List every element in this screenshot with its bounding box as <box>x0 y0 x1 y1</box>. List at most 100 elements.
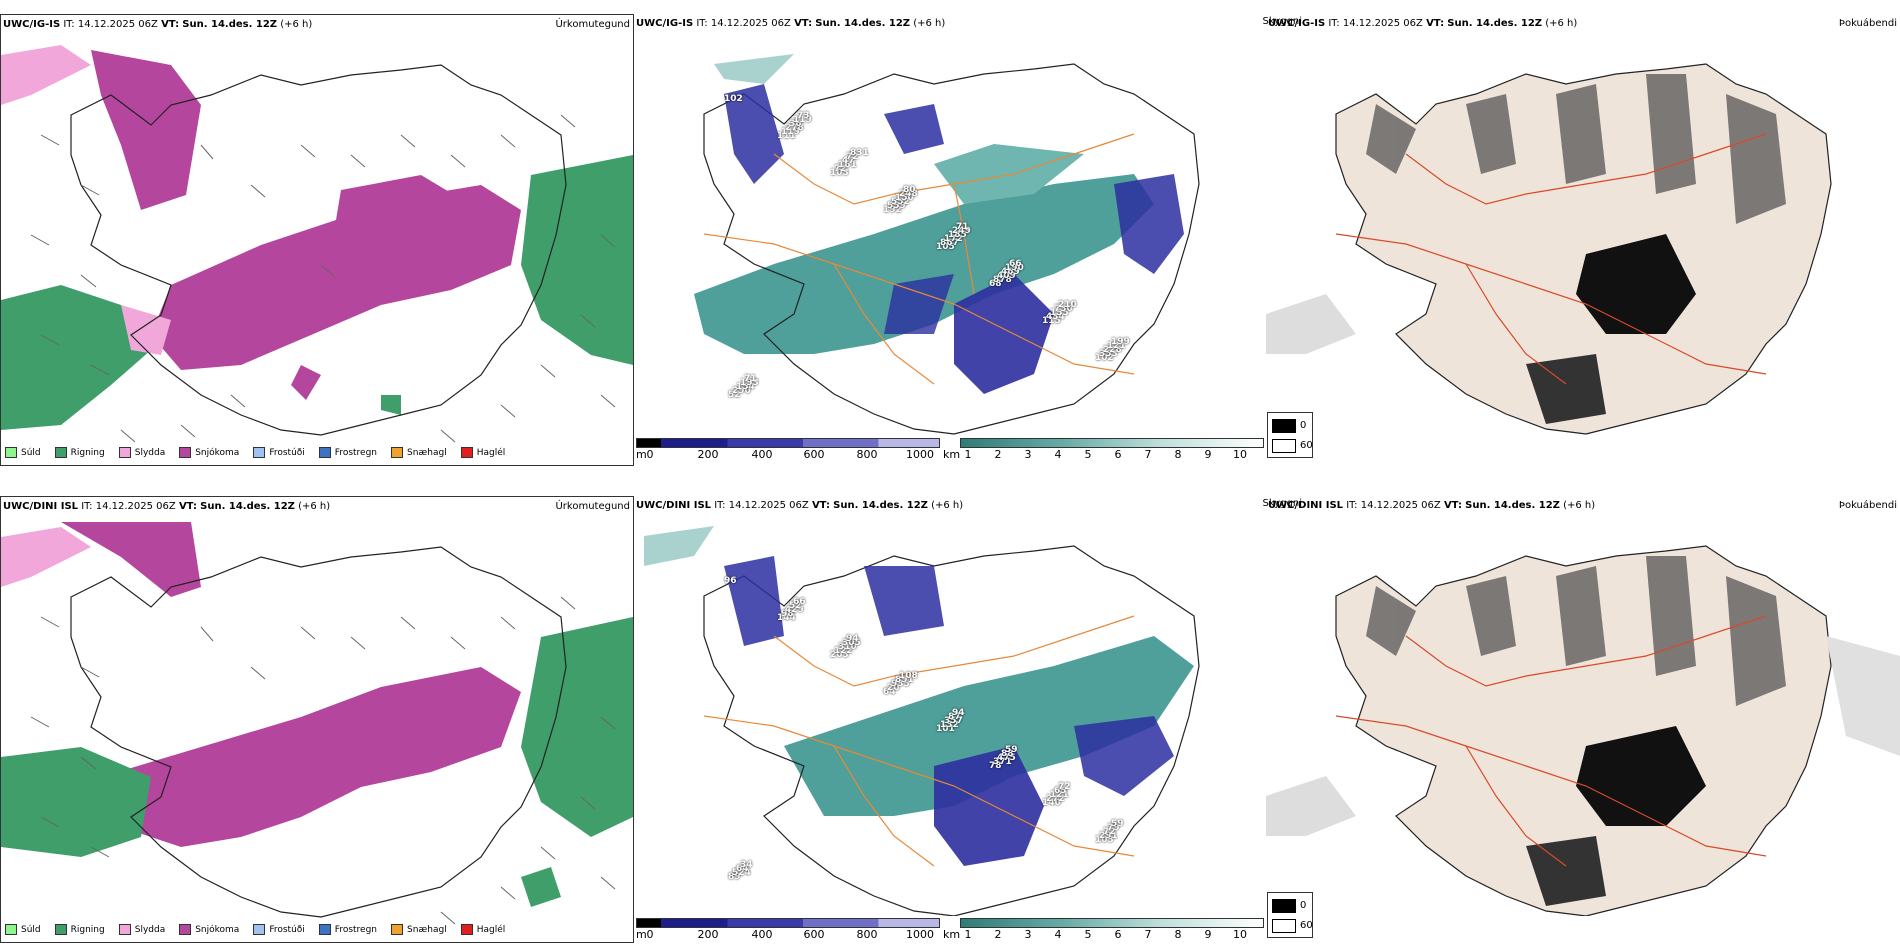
legend-item: Rigning <box>54 447 105 458</box>
visibility-value-label: 94 <box>846 634 859 644</box>
legend-item: Snæhagl <box>391 924 447 935</box>
visibility-value-label: 291 <box>1099 831 1118 841</box>
visibility-tick: 10 <box>1233 448 1247 461</box>
visibility-tick: 10 <box>1233 928 1247 941</box>
visibility-value-label: 78 <box>989 761 1002 771</box>
visibility-value-label: 249 <box>952 226 971 236</box>
visibility-value-label: 101 <box>936 724 955 734</box>
visibility-value-label: 144 <box>777 613 796 623</box>
cloudbase-tick: 0 <box>646 928 654 941</box>
visibility-tick: 9 <box>1204 448 1212 461</box>
panel-header: UWC/DINI ISL IT: 14.12.2025 06Z VT: Sun.… <box>3 501 331 512</box>
visibility-value-label: 122 <box>834 646 853 656</box>
visibility-tick: 4 <box>1054 448 1062 461</box>
visibility-value-label: 72 <box>1058 782 1071 792</box>
visibility-value-label: 150 <box>895 193 914 203</box>
visibility-colorbar <box>960 438 1264 448</box>
legend-item: Frostúði <box>253 924 305 935</box>
visibility-value-label: 59 <box>1005 745 1018 755</box>
cloudbase-tick: 200 <box>697 928 719 941</box>
visibility-value-label: 96 <box>724 576 737 586</box>
cloud-panel-bottom: UWC/DINI ISL IT: 14.12.2025 06Z VT: Sun.… <box>634 496 1302 941</box>
visibility-value-label: 935 <box>891 679 910 689</box>
visibility-value-label: 891 <box>895 675 914 685</box>
visibility-value-label: 64 <box>736 864 749 874</box>
panel-header: UWC/DINI ISL IT: 14.12.2025 06Z VT: Sun.… <box>636 500 964 511</box>
visibility-value-label: 80 <box>903 185 916 195</box>
cloud-map <box>694 54 1200 435</box>
visibility-value-label: 52 <box>789 601 802 611</box>
visibility-value-label: 272 <box>1046 794 1065 804</box>
legend-item: Snjókoma <box>179 924 239 935</box>
cloud-title: Skyggni <box>1262 498 1302 509</box>
visibility-value-label: 210 <box>1058 300 1077 310</box>
cloudbase-unit: m <box>636 448 647 461</box>
visibility-value-label: 103 <box>830 168 849 178</box>
visibility-tick: 1 <box>964 448 972 461</box>
visibility-value-label: 193 <box>740 378 759 388</box>
cloudbase-unit: m <box>636 928 647 941</box>
precip-title: Úrkomutegund <box>555 501 630 512</box>
visibility-tick: 4 <box>1054 928 1062 941</box>
fog-legend-label: 0 <box>1300 420 1307 431</box>
visibility-value-label: 52 <box>728 390 741 400</box>
visibility-value-label: 310 <box>838 642 857 652</box>
visibility-value-label: 469 <box>1001 267 1020 277</box>
panel-header: UWC/IG-IS IT: 14.12.2025 06Z VT: Sun. 14… <box>1268 18 1578 29</box>
visibility-tick: 3 <box>1024 448 1032 461</box>
visibility-labels-bottom: 96 144 203 64 101 78 140 103 89 98 122 20 132 371 272 2… <box>634 516 1266 916</box>
visibility-value-label: 409 <box>997 271 1016 281</box>
visibility-colorbar <box>960 918 1264 928</box>
panel-header: UWC/IG-IS IT: 14.12.2025 06Z VT: Sun. 14… <box>636 18 946 29</box>
visibility-value-label: 132 <box>940 720 959 730</box>
fog-title: Þokuábendi <box>1838 500 1897 511</box>
visibility-value-label: 72 <box>1103 827 1116 837</box>
legend-item: Slydda <box>118 447 165 458</box>
visibility-value-label: 105 <box>936 242 955 252</box>
fog-map <box>1266 63 1832 435</box>
visibility-tick: 6 <box>1114 928 1122 941</box>
cloud-title: Skyggni <box>1262 16 1302 27</box>
visibility-value-label: 66 <box>1009 259 1022 269</box>
visibility-value-label: 305 <box>842 638 861 648</box>
fog-legend: 0 60 <box>1267 892 1313 938</box>
fog-title: Þokuábendi <box>1838 18 1897 29</box>
visibility-value-label: 73 <box>797 111 810 121</box>
legend-item: Frostregn <box>318 447 377 458</box>
precip-legend: Súld Rigning Slydda Snjókoma Frostúði Fr… <box>5 924 519 935</box>
visibility-value-label: 88 <box>1001 749 1014 759</box>
visibility-value-label: 108 <box>899 671 918 681</box>
visibility-tick: 7 <box>1144 928 1152 941</box>
cloudbase-tick: 200 <box>697 448 719 461</box>
visibility-value-label: 199 <box>1111 337 1130 347</box>
visibility-value-label: 71 <box>744 374 757 384</box>
visibility-value-label: 59 <box>1111 819 1124 829</box>
cloudbase-tick: 400 <box>751 928 773 941</box>
visibility-value-label: 278 <box>785 123 804 133</box>
legend-item: Súld <box>5 924 41 935</box>
visibility-value-label: 87 <box>948 712 961 722</box>
visibility-value-label: 878 <box>993 275 1012 285</box>
cloudbase-tick: 800 <box>856 928 878 941</box>
fog-legend-label: 60 <box>1300 440 1313 451</box>
visibility-value-label: 79 <box>1107 823 1120 833</box>
cloud-map <box>644 526 1200 916</box>
visibility-value-label: 72 <box>834 164 847 174</box>
visibility-value-label: 248 <box>899 189 918 199</box>
visibility-value-label: 190 <box>1005 263 1024 273</box>
visibility-value-label: 140 <box>1042 798 1061 808</box>
visibility-value-label: 72 <box>846 152 859 162</box>
cloudbase-tick: 600 <box>803 448 825 461</box>
legend-item: Haglél <box>460 924 505 935</box>
fog-legend: 0 60 <box>1267 412 1313 458</box>
visibility-value-label: 192 <box>883 205 902 215</box>
visibility-value-label: 64 <box>883 687 896 697</box>
visibility-value-label: 115 <box>1042 316 1061 326</box>
legend-item: Snjókoma <box>179 447 239 458</box>
visibility-value-label: 102 <box>1095 353 1114 363</box>
cloudbase-tick: 0 <box>646 448 654 461</box>
visibility-tick: 6 <box>1114 448 1122 461</box>
fog-panel-top: UWC/IG-IS IT: 14.12.2025 06Z VT: Sun. 14… <box>1266 14 1900 464</box>
cloudbase-tick: 800 <box>856 448 878 461</box>
visibility-value-label: 161 <box>838 160 857 170</box>
